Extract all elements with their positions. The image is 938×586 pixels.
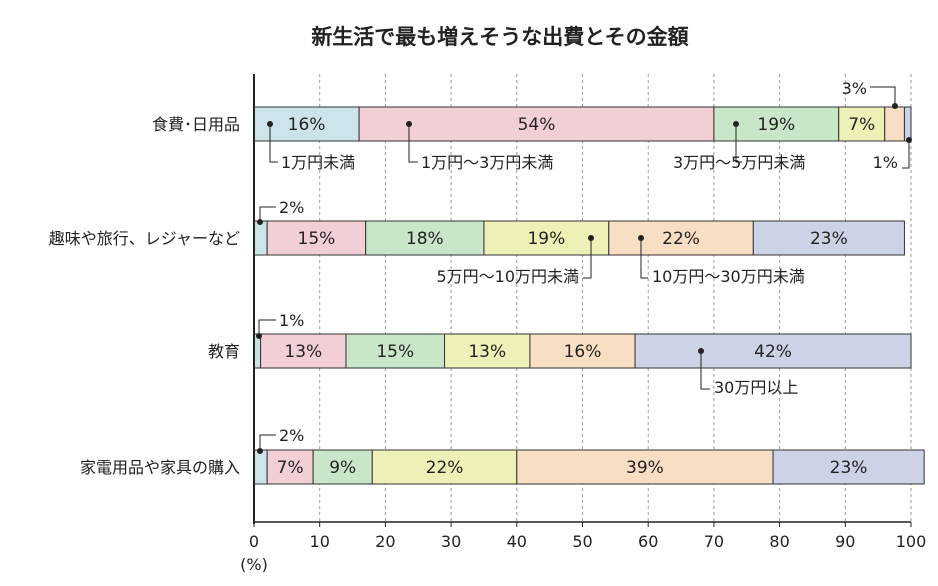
annotation-label: 2% [279,426,304,445]
bar-segment [444,333,531,369]
tick-label: 30 [441,532,461,551]
bar-segment [266,220,367,256]
annotation-label: 1万円未満 [281,153,355,172]
annotation-label: 3% [842,79,867,98]
segment-label: 16% [564,342,602,362]
annotation-label: 5万円〜10万円未満 [436,267,579,286]
annotation-label: 1% [279,311,304,330]
bar-segment [884,106,905,142]
tick-label: 40 [507,532,527,551]
bar-segment [260,333,347,369]
bar-segment [266,449,314,485]
leader-line [870,86,896,106]
segment-label: 23% [810,229,848,249]
category-label: 趣味や旅行、レジャーなど [49,229,240,248]
tick-label: 60 [638,532,658,551]
leader-line [583,238,592,279]
segment-label: 16% [288,115,326,135]
segment-labels: 16% 54% 19% 7% 15% 18% 19% 22% 23% 13% 15% 13% 16% 42… [277,115,876,478]
bar-segment [365,220,485,256]
leader-line [640,238,648,279]
x-axis: 0 10 20 30 40 50 60 70 80 90 100 [249,74,926,551]
annotation-label: 1万円〜3万円未満 [421,153,553,172]
segment-label: 19% [757,115,795,135]
bar-segments [253,106,925,485]
bar-segment [483,220,610,256]
tick-label: 20 [375,532,395,551]
annotation-label: 1% [873,153,898,172]
category-label: 家電用品や家具の購入 [80,458,240,477]
annotation-label: 3万円〜5万円未満 [673,153,805,172]
tick-label: 80 [769,532,789,551]
annotations: 1万円未満 1万円〜3万円未満 3万円〜5万円未満 3% 1% 2% 5万円〜10万円未満 1… [256,79,912,454]
segment-label: 15% [298,229,336,249]
tick-label: 50 [572,532,592,551]
unit-label: (%) [240,555,268,574]
chart-title: 新生活で最も増えそうな出費とその金額 [311,25,688,49]
leader-line [408,124,418,163]
tick-label: 70 [704,532,724,551]
bar-segment [358,106,715,142]
bar-segment [752,220,905,256]
bar-segment [253,220,268,256]
bar-segment [345,333,446,369]
bar-segment [253,449,268,485]
leader-line [902,140,910,169]
segment-label: 7% [848,115,875,135]
segment-label: 13% [284,342,322,362]
category-label: 食費･日用品 [152,115,240,134]
tick-label: 0 [249,532,259,551]
segment-label: 39% [626,458,664,478]
bar-segment [529,333,636,369]
segment-label: 7% [277,458,304,478]
tick-label: 100 [896,532,927,551]
bar-segment [903,106,912,142]
segment-label: 18% [406,229,444,249]
bar-segment [838,106,886,142]
segment-label: 54% [518,115,556,135]
leader-line [735,124,742,163]
leader-line [259,206,276,222]
segment-label: 22% [426,458,464,478]
segment-label: 22% [662,229,700,249]
annotation-label: 2% [279,198,304,217]
bar-segment [312,449,373,485]
segment-label: 13% [468,342,506,362]
leader-line [269,124,278,163]
tick-label: 10 [310,532,330,551]
tick-label: 90 [835,532,855,551]
bar-segment [608,220,754,256]
bar-segment [634,333,912,369]
segment-label: 19% [527,229,565,249]
leader-line [258,319,276,336]
bar-segment [713,106,840,142]
segment-label: 15% [376,342,414,362]
leader-line [700,351,710,390]
segment-label: 9% [329,458,356,478]
bar-segment [772,449,925,485]
segment-label: 42% [754,342,792,362]
bar-segment [371,449,518,485]
annotation-label: 10万円〜30万円未満 [652,267,805,286]
segment-label: 23% [830,458,868,478]
grid-lines [319,74,912,522]
leader-line [259,434,276,451]
annotation-label: 30万円以上 [714,378,798,397]
bar-segment [516,449,774,485]
category-label: 教育 [208,342,240,361]
